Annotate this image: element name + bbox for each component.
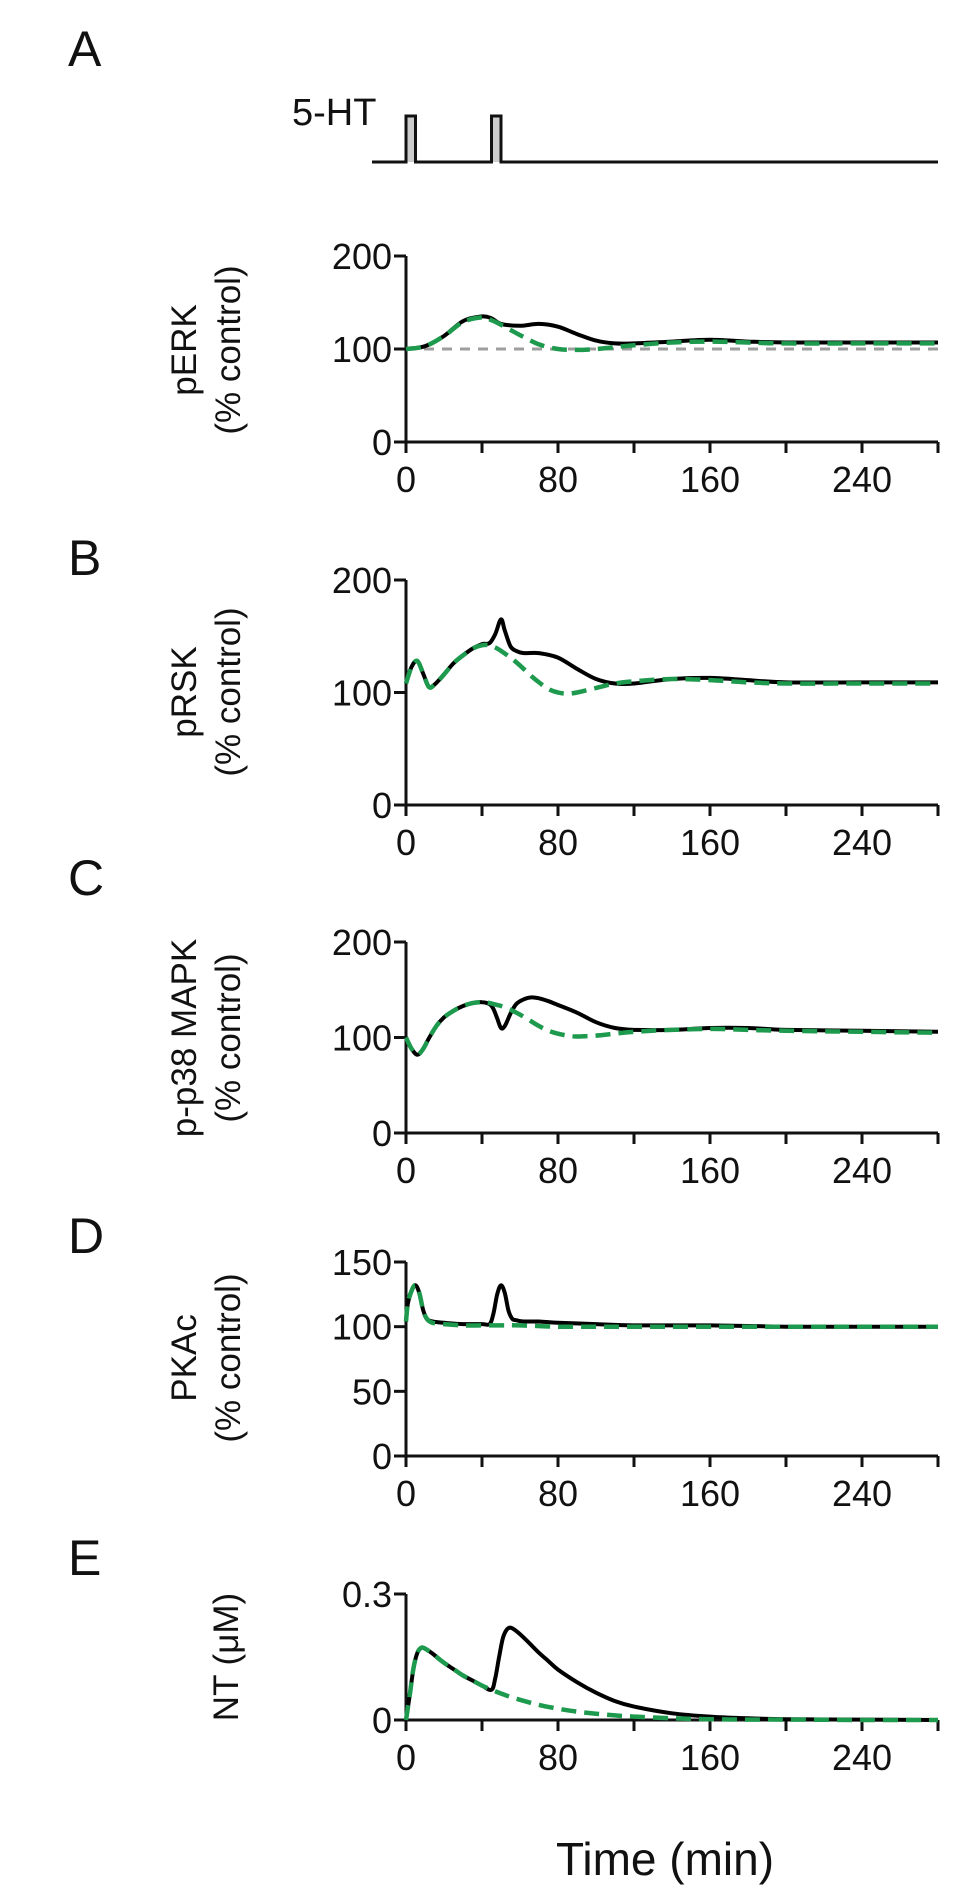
series-line-dashed	[405, 315, 938, 353]
x-tick-label: 240	[832, 459, 892, 500]
y-tick-label: 200	[332, 560, 392, 601]
stimulus-trace: 5-HT	[292, 92, 938, 164]
y-tick-label: 0	[372, 1700, 392, 1741]
series-line-dashed	[403, 642, 938, 696]
y-tick-label: 100	[332, 1307, 392, 1348]
x-tick-label: 160	[680, 1737, 740, 1778]
chart-panel-p38: 0 80 160 240 0 100 200 p-p38 MAPK (% control)	[165, 922, 940, 1191]
y-axis-label: pERK	[165, 304, 204, 395]
x-tick-label: 80	[538, 822, 578, 863]
stimulus-line	[372, 114, 938, 164]
panel-letter-c: C	[68, 850, 104, 906]
series-line-dashed	[403, 1645, 939, 1723]
x-tick-label: 80	[538, 1737, 578, 1778]
y-tick-label: 0.3	[342, 1574, 392, 1615]
y-tick-label: 100	[332, 329, 392, 370]
y-axis-label: PKAc	[165, 1314, 204, 1402]
x-tick-label: 80	[538, 459, 578, 500]
y-tick-label: 50	[352, 1371, 392, 1412]
series-line-solid	[404, 995, 939, 1057]
x-tick-label: 240	[832, 1150, 892, 1191]
x-tick-label: 0	[396, 1737, 416, 1778]
series-line-dashed	[403, 999, 939, 1057]
stimulus-pulse	[491, 116, 501, 162]
panel-letter-d: D	[68, 1208, 104, 1264]
series-line-dashed	[403, 1283, 939, 1330]
x-tick-label: 240	[832, 822, 892, 863]
y-tick-label: 200	[332, 236, 392, 277]
x-tick-label: 160	[680, 1150, 740, 1191]
x-tick-label: 240	[832, 1737, 892, 1778]
y-axis-label: NT (μM)	[207, 1593, 246, 1721]
chart-panel-nt: 0 80 160 240 0 0.3 NT (μM)	[207, 1574, 940, 1778]
x-tick-label: 160	[680, 1473, 740, 1514]
stimulus-label: 5-HT	[292, 92, 376, 134]
y-axis-label: pRSK	[165, 646, 204, 737]
series-line-solid	[404, 617, 938, 690]
y-tick-label: 0	[372, 1436, 392, 1477]
x-tick-label: 80	[538, 1473, 578, 1514]
stimulus-pulse	[406, 116, 416, 162]
y-tick-label: 100	[332, 1018, 392, 1059]
series-line-solid	[404, 1283, 939, 1329]
x-tick-label: 0	[396, 459, 416, 500]
series-line-solid	[404, 1625, 939, 1722]
y-tick-label: 0	[372, 422, 392, 463]
y-axis-label: p-p38 MAPK	[165, 939, 204, 1137]
y-axis-label: (% control)	[209, 265, 248, 434]
y-axis-label: (% control)	[209, 1273, 248, 1442]
y-tick-label: 150	[332, 1242, 392, 1283]
chart-panel-perk: 0 80 160 240 0 100 200 pERK (% control)	[165, 236, 940, 500]
x-tick-label: 240	[832, 1473, 892, 1514]
x-tick-label: 80	[538, 1150, 578, 1191]
chart-panel-prsk: 0 80 160 240 0 100 200 pRSK (% control)	[165, 560, 940, 863]
y-axis-label: (% control)	[209, 607, 248, 776]
y-tick-label: 100	[332, 673, 392, 714]
y-tick-label: 0	[372, 1113, 392, 1154]
y-axis-label: (% control)	[209, 953, 248, 1122]
panel-letter-a: A	[68, 21, 102, 77]
panel-letter-b: B	[68, 530, 101, 586]
chart-panel-pkac: 0 80 160 240 0 50 100 150 PKAc (% control)	[165, 1242, 940, 1514]
x-tick-label: 0	[396, 1150, 416, 1191]
x-tick-label: 160	[680, 459, 740, 500]
y-tick-label: 0	[372, 785, 392, 826]
x-axis-title: Time (min)	[556, 1833, 774, 1885]
x-tick-label: 0	[396, 1473, 416, 1514]
x-tick-label: 160	[680, 822, 740, 863]
x-tick-label: 0	[396, 822, 416, 863]
panel-letter-e: E	[68, 1530, 101, 1586]
y-tick-label: 200	[332, 922, 392, 963]
